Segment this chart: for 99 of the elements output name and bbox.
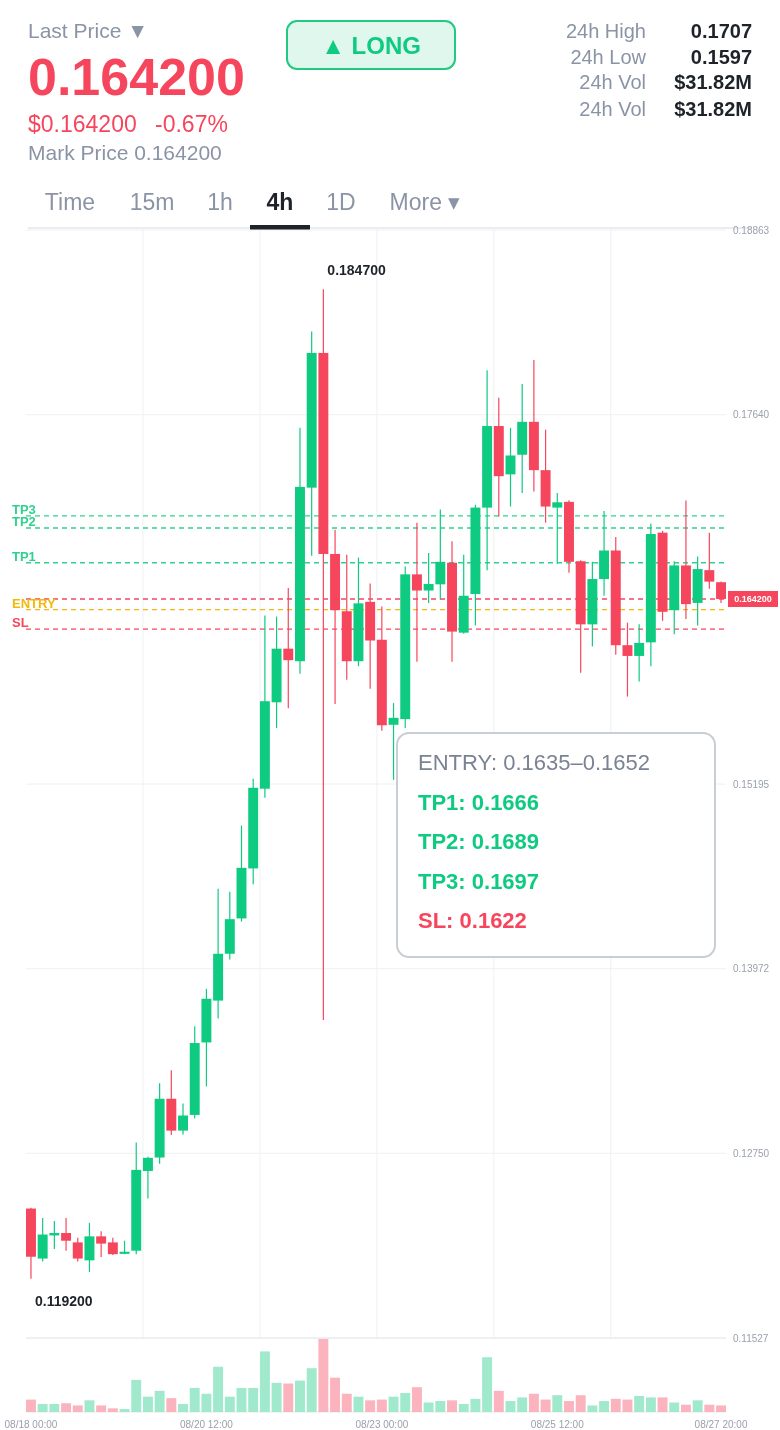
bar (552, 1395, 563, 1412)
bar (587, 1405, 598, 1412)
x-tick-label: 08/25 12:00 (530, 1419, 585, 1430)
bar (178, 1403, 188, 1412)
y-tick-label: 0.12750 (733, 1147, 770, 1159)
text: -0.67% (155, 111, 228, 137)
bar (411, 1387, 422, 1412)
bar (61, 1403, 72, 1412)
text: 1D (326, 189, 356, 215)
text: 0.1707 (690, 20, 752, 42)
bar (259, 1351, 270, 1412)
text: 24h High (565, 20, 646, 42)
bar (26, 1399, 36, 1412)
candlestick (505, 427, 516, 508)
bar (283, 1383, 294, 1412)
bar (295, 1380, 305, 1412)
x-tick-label: 08/23 00:00 (355, 1419, 409, 1430)
annotation: SL: 0.1622 (418, 908, 527, 933)
bar (330, 1377, 341, 1412)
x-tick-label: 08/18 00:00 (4, 1419, 58, 1430)
annotation: 0.184700 (327, 262, 386, 279)
text: $0.164200 (28, 111, 137, 137)
text: ▲ LONG (321, 32, 421, 59)
candlestick (72, 1237, 83, 1263)
bar (365, 1400, 376, 1412)
bar (645, 1397, 656, 1412)
bar (271, 1382, 282, 1412)
y-tick-label: 0.11527 (733, 1332, 769, 1344)
annotation: ENTRY: 0.1635–0.1652 (418, 750, 650, 775)
x-tick-label: 08/20 12:00 (180, 1419, 234, 1430)
bar (599, 1401, 610, 1412)
bar (528, 1393, 539, 1412)
candlestick (61, 1217, 72, 1252)
candlestick (178, 1102, 188, 1136)
bar (224, 1396, 235, 1412)
candlestick (704, 532, 715, 590)
bar (669, 1402, 680, 1412)
bar (376, 1399, 387, 1412)
bar (657, 1397, 668, 1412)
y-tick-label: 0.18863 (733, 224, 770, 236)
bar (248, 1387, 259, 1412)
bar (517, 1397, 528, 1412)
bar (447, 1400, 457, 1412)
annotation: 0.119200 (34, 1292, 93, 1309)
candlestick (552, 492, 563, 565)
annotation: TP2: 0.1689 (418, 829, 540, 854)
candlestick (423, 552, 434, 604)
bar (142, 1396, 153, 1412)
text: More ▾ (389, 189, 461, 215)
candlestick (96, 1230, 107, 1258)
text: $31.82M (674, 71, 752, 93)
text: 1h (207, 189, 233, 215)
text: $31.82M (674, 98, 752, 120)
bar (680, 1404, 691, 1412)
bar (505, 1401, 516, 1412)
candlestick (634, 623, 645, 683)
bar (353, 1396, 364, 1412)
bar (564, 1401, 574, 1412)
annotation: TP1: 0.1666 (418, 789, 540, 815)
ref-line-label: ENTRY (12, 595, 56, 611)
bar (306, 1368, 317, 1412)
bar (107, 1408, 118, 1412)
bar (154, 1390, 165, 1412)
text: 24h Vol (579, 71, 646, 93)
ref-line-label: 0.164200 (734, 594, 772, 605)
bar (318, 1339, 329, 1412)
text: Last Price ▼ (28, 19, 148, 42)
text: Mark Price 0.164200 (28, 141, 222, 164)
bar (84, 1400, 95, 1412)
text: 24h Vol (579, 98, 646, 120)
bar (72, 1405, 83, 1412)
bar (493, 1390, 504, 1412)
y-tick-label: 0.15195 (733, 778, 770, 790)
bar (482, 1357, 493, 1412)
bar (634, 1395, 645, 1412)
ref-line-label: TP1 (12, 548, 36, 564)
text: Time (44, 189, 96, 215)
x-tick-label: 08/27 20:00 (694, 1419, 748, 1430)
text: 4h (266, 189, 294, 215)
bar (341, 1393, 352, 1412)
bar (704, 1404, 715, 1412)
text: 15m (129, 189, 175, 215)
bar (716, 1405, 726, 1412)
bar (213, 1366, 224, 1412)
annotation: TP3: 0.1697 (418, 868, 540, 894)
text: 0.1597 (690, 46, 752, 68)
text: 24h Low (570, 46, 647, 68)
candlestick (435, 508, 446, 601)
bar (236, 1387, 247, 1412)
bar (96, 1405, 107, 1412)
ref-line-label: SL (12, 615, 29, 631)
text: 0.164200 (28, 48, 245, 106)
bar (692, 1400, 703, 1412)
bar (166, 1398, 177, 1412)
bar (575, 1395, 586, 1412)
candlestick (142, 1156, 153, 1200)
bar (540, 1399, 551, 1412)
y-tick-label: 0.17640 (733, 409, 770, 421)
y-tick-label: 0.13972 (733, 963, 770, 975)
